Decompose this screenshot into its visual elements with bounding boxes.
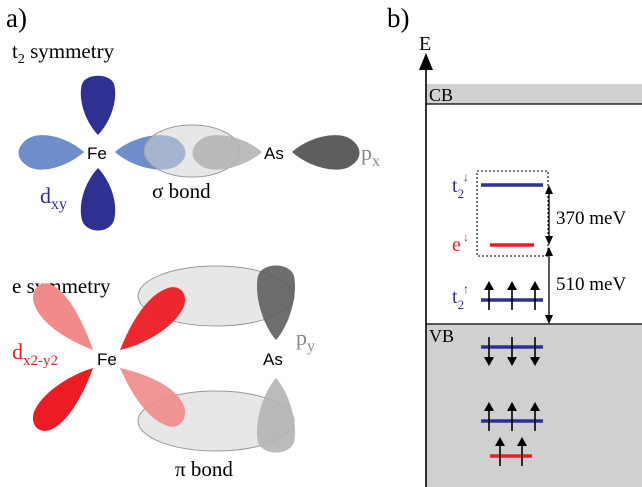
e-down-spin: ↓ [463,230,469,244]
py-lobe-bottom [256,378,296,453]
cb-label: CB [429,85,453,105]
gap-upper-label: 370 meV [556,208,626,229]
e-orbitals [32,265,296,453]
dx2y2-lobe-lower-right [120,368,186,427]
fe-label-e: Fe [97,350,117,369]
energy-axis-label: E [419,33,431,55]
dx2y2-lobe-lower-left [32,368,93,431]
dxy-lobe-bottom [80,168,116,231]
px-lobe-right [292,135,360,170]
panel-b-label: b) [387,3,410,33]
t2-down-spin: ↓ [463,170,469,184]
dxy-label: dxy [40,183,67,213]
panel-a-label: a) [6,3,27,33]
gap-lower-label: 510 meV [556,274,626,295]
py-label: py [296,325,315,355]
t2-up-electrons [484,281,540,310]
energy-axis-arrowhead [419,53,433,70]
as-label-e: As [263,350,283,369]
as-label-t2: As [264,144,284,163]
vb-t2-down-electrons [484,337,540,366]
dx2y2-lobe-upper-left [32,283,93,350]
pi-bond-label: π bond [175,457,233,481]
dxy-lobe-left [18,135,84,170]
dx2y2-label: dx2-y2 [12,339,58,369]
px-lobe-left [192,135,262,170]
vb-label: VB [429,326,454,346]
py-lobe-top [256,265,296,340]
vb-t2-up-electrons [484,402,540,431]
gap-arrow-upper [545,185,553,245]
dxy-lobe-top [80,75,116,135]
t2-symmetry-title: t2 symmetry [12,39,115,67]
e-down-label: e [452,234,461,256]
t2-up-spin: ↑ [463,282,469,296]
dx2y2-lobe-upper-right [120,287,186,350]
gap-arrow-lower [545,247,553,324]
spin-down-levels-box [476,170,549,257]
px-label: px [361,140,380,170]
fe-label-t2: Fe [87,144,107,163]
t2-up-label: t2 [452,286,464,312]
vb-e-up-electrons [495,437,527,466]
t2-orbitals [18,75,360,231]
sigma-bond-label: σ bond [152,179,211,203]
conduction-band [426,84,642,104]
t2-down-label: t2 [452,175,464,201]
